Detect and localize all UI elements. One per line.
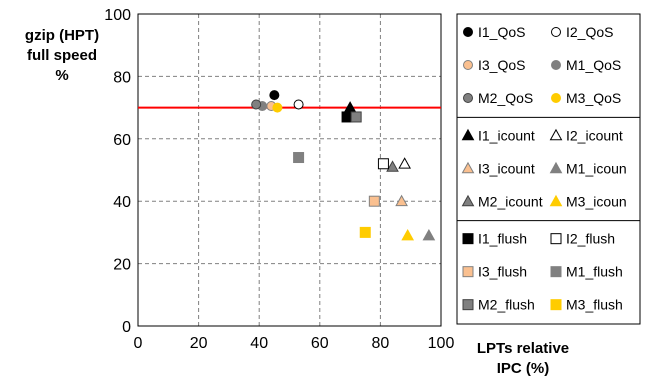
legend-label-m2-qos: M2_QoS (478, 90, 533, 106)
legend-box (456, 13, 641, 325)
point-i1-flush (341, 111, 353, 123)
legend-marker-i1-qos (463, 27, 473, 37)
legend-marker-i2-qos (551, 27, 561, 37)
x-axis-title-line-1: LPTs relative (477, 340, 569, 357)
point-m1-icount (422, 228, 436, 241)
legend-item-i2-qos: I2_QoS (551, 24, 613, 40)
legend-marker-i1-icount (461, 128, 475, 141)
x-axis-title: LPTs relative IPC (%) (477, 340, 569, 377)
x-axis-tick-labels: 0 20 40 60 80 100 (134, 335, 455, 352)
y-tick-label: 20 (113, 257, 131, 274)
gridlines (138, 14, 441, 326)
legend-marker-m3-flush (550, 299, 562, 311)
legend-item-m3-icount: M3_icoun (549, 193, 627, 209)
legend-label-m2-icount: M2_icount (478, 193, 543, 209)
legend-marker-i3-qos (463, 60, 473, 70)
legend-item-i2-icount: I2_icount (549, 127, 623, 143)
legend-label-m2-flush: M2_flush (478, 297, 535, 313)
y-axis-title-line-1: gzip (HPT) (25, 27, 99, 44)
legend-marker-m2-qos (463, 93, 473, 103)
legend-item-m2-qos: M2_QoS (463, 90, 533, 106)
plot-border (137, 13, 442, 327)
legend-marker-m3-qos (551, 93, 561, 103)
point-i2-flush (377, 158, 389, 170)
point-m2-flush (350, 111, 362, 123)
point-i3-flush (368, 195, 380, 207)
legend-marker-m1-icount (549, 161, 563, 174)
legend-item-i1-qos: I1_QoS (463, 24, 525, 40)
legend-label-i3-qos: I3_QoS (478, 57, 525, 73)
point-i3-icount (395, 194, 408, 207)
x-axis-title-line-2: IPC (%) (497, 360, 550, 377)
legend-item-i1-flush: I1_flush (462, 231, 527, 247)
y-tick-label: 80 (113, 69, 131, 86)
legend-marker-m3-icount (549, 194, 563, 207)
legend-item-m2-flush: M2_flush (462, 297, 535, 313)
legend-item-m3-flush: M3_flush (550, 297, 623, 313)
y-tick-label: 60 (113, 132, 131, 149)
legend-label-i2-flush: I2_flush (566, 231, 615, 247)
legend-label-i1-flush: I1_flush (478, 231, 527, 247)
point-i2-qos (293, 99, 304, 110)
legend-marker-m2-icount (461, 194, 475, 207)
x-tick-label: 20 (190, 335, 208, 352)
y-axis-title: gzip (HPT) full speed % (25, 27, 99, 84)
legend-label-m3-flush: M3_flush (566, 297, 623, 313)
plot-area (137, 13, 442, 327)
legend-item-i2-flush: I2_flush (550, 231, 615, 247)
legend-marker-i2-icount (549, 128, 563, 141)
point-m3-qos (272, 102, 283, 113)
x-tick-label: 60 (311, 335, 329, 352)
x-tick-label: 0 (134, 335, 143, 352)
legend-marker-m1-qos (551, 60, 561, 70)
legend-label-i3-flush: I3_flush (478, 264, 527, 280)
point-m3-flush (359, 226, 371, 238)
x-tick-label: 80 (372, 335, 390, 352)
legend-label-i3-icount: I3_icount (478, 160, 535, 176)
legend-label-m1-qos: M1_QoS (566, 57, 621, 73)
y-tick-label: 0 (122, 319, 131, 336)
legend-label-i1-qos: I1_QoS (478, 24, 525, 40)
legend-item-m2-icount: M2_icount (461, 193, 543, 209)
point-i2-icount (398, 157, 411, 169)
legend-marker-m2-flush (462, 299, 474, 311)
legend-label-m3-icount: M3_icoun (566, 193, 627, 209)
legend-marker-i2-flush (550, 233, 562, 245)
legend-marker-i3-icount (461, 161, 475, 174)
legend-item-i3-icount: I3_icount (461, 160, 535, 176)
x-tick-label: 100 (428, 335, 455, 352)
legend-marker-m1-flush (550, 266, 562, 278)
data-points (251, 90, 436, 241)
legend-item-i3-qos: I3_QoS (463, 57, 525, 73)
legend-label-m3-qos: M3_QoS (566, 90, 621, 106)
legend-marker-i1-flush (462, 233, 474, 245)
legend-label-m1-icount: M1_icoun (566, 160, 627, 176)
legend-item-m1-icount: M1_icoun (549, 160, 627, 176)
legend-item-m1-qos: M1_QoS (551, 57, 621, 73)
legend-item-m3-qos: M3_QoS (551, 90, 621, 106)
point-m3-icount (401, 228, 415, 241)
point-m2-qos (251, 99, 262, 110)
point-i1-qos (269, 90, 280, 101)
x-tick-label: 40 (250, 335, 268, 352)
legend-item-m1-flush: M1_flush (550, 264, 623, 280)
point-m1-flush (293, 152, 305, 164)
legend-item-i3-flush: I3_flush (462, 264, 527, 280)
legend-label-i2-icount: I2_icount (566, 127, 623, 143)
y-axis-tick-labels: 0 20 40 60 80 100 (104, 7, 131, 336)
y-axis-title-line-3: % (55, 67, 68, 84)
legend-label-m1-flush: M1_flush (566, 264, 623, 280)
legend-label-i1-icount: I1_icount (478, 127, 535, 143)
legend: I1_QoS I2_QoS I3_QoS M1_QoS M2_QoS M3_QoS I1_i… (456, 13, 641, 325)
point-m2-icount (386, 160, 399, 172)
y-tick-label: 100 (104, 7, 131, 24)
legend-item-i1-icount: I1_icount (461, 127, 535, 143)
y-axis-title-line-2: full speed (27, 47, 97, 64)
y-tick-label: 40 (113, 194, 131, 211)
legend-marker-i3-flush (462, 266, 474, 278)
legend-label-i2-qos: I2_QoS (566, 24, 613, 40)
